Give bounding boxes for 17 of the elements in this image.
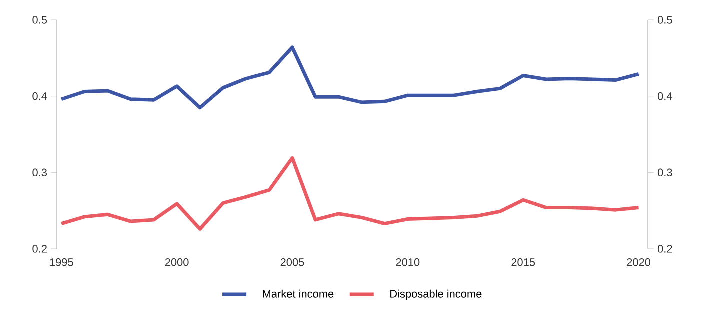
y2-tick-label: 0.5 bbox=[32, 16, 48, 24]
y-tick-label: 0.5 bbox=[658, 16, 672, 24]
legend-label: Market income bbox=[263, 290, 334, 298]
y2-tick-label: 0.2 bbox=[32, 245, 47, 253]
x-tick-label: 1995 bbox=[50, 258, 74, 266]
legend-label: Disposable income bbox=[390, 290, 482, 300]
y2-tick-label: 0.3 bbox=[32, 168, 48, 177]
line-series bbox=[60, 156, 641, 231]
y-tick-label: 0.3 bbox=[658, 168, 672, 177]
y2-tick-label: 0.4 bbox=[32, 92, 48, 100]
y-tick-label: 0.2 bbox=[658, 245, 672, 253]
x-tick-label: 2010 bbox=[396, 258, 420, 266]
x-tick-label: 2005 bbox=[280, 258, 304, 266]
x-tick-label: 2000 bbox=[165, 258, 189, 266]
y-tick-label: 0.4 bbox=[658, 92, 672, 100]
x-tick-label: 2020 bbox=[627, 258, 651, 266]
x-tick-label: 2015 bbox=[512, 258, 536, 266]
